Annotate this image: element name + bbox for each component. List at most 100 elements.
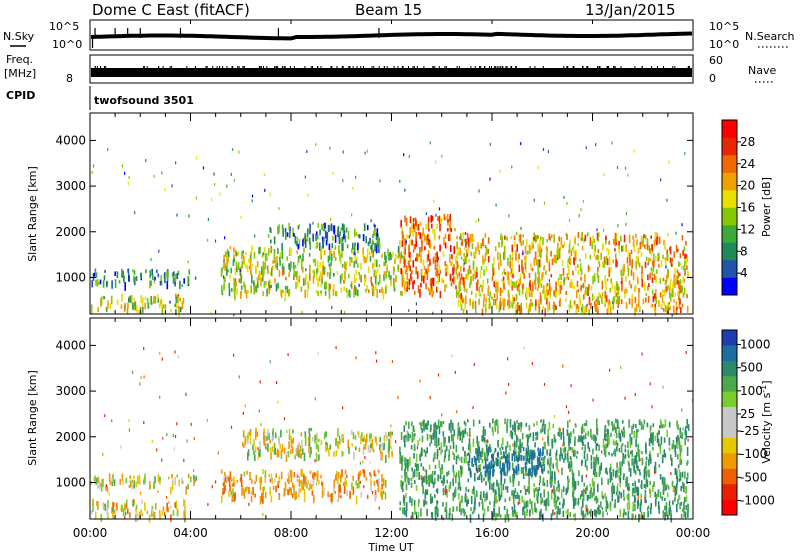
echo-cell <box>649 490 652 498</box>
echo-cell <box>508 455 510 463</box>
echo-cell <box>264 188 266 192</box>
echo-cell <box>661 477 664 485</box>
echo-cell <box>578 214 580 218</box>
echo-cell <box>570 467 572 471</box>
echo-cell <box>194 276 197 280</box>
echo-cell <box>447 220 449 226</box>
echo-cell <box>547 428 549 438</box>
echo-cell <box>606 247 608 252</box>
echo-cell <box>283 266 285 275</box>
echo-cell <box>661 496 664 501</box>
echo-cell <box>491 512 494 521</box>
echo-cell <box>592 491 595 497</box>
echo-cell <box>555 255 557 264</box>
echo-cell <box>293 491 295 498</box>
echo-cell <box>418 471 420 480</box>
echo-cell <box>142 297 144 306</box>
echo-cell <box>562 427 565 436</box>
echo-cell <box>425 476 428 485</box>
echo-cell <box>431 215 434 222</box>
echo-cell <box>511 244 514 252</box>
echo-cell <box>413 433 416 437</box>
echo-cell <box>510 430 512 435</box>
echo-cell <box>562 244 564 248</box>
echo-cell <box>223 286 225 291</box>
echo-cell <box>652 295 655 303</box>
power-scale-tick: 16 <box>740 201 755 215</box>
echo-cell <box>676 306 678 310</box>
echo-cell <box>484 429 486 437</box>
echo-cell <box>493 450 496 454</box>
echo-cell <box>369 251 371 255</box>
echo-cell <box>333 283 335 289</box>
echo-cell <box>664 419 667 428</box>
echo-cell <box>296 448 299 456</box>
echo-cell <box>412 230 414 237</box>
echo-cell <box>556 249 558 257</box>
echo-cell <box>100 485 103 492</box>
echo-cell <box>336 476 339 485</box>
echo-cell <box>252 280 255 286</box>
echo-cell <box>472 273 474 281</box>
echo-cell <box>600 462 603 471</box>
echo-cell <box>465 288 468 294</box>
echo-cell <box>572 488 574 492</box>
echo-cell <box>224 251 227 258</box>
echo-cell <box>270 452 272 460</box>
echo-cell <box>395 440 397 444</box>
echo-cell <box>435 430 438 439</box>
echo-cell <box>374 494 376 502</box>
echo-cell <box>609 467 611 474</box>
echo-cell <box>270 473 273 479</box>
echo-cell <box>289 247 291 256</box>
echo-cell <box>419 232 422 239</box>
echo-cell <box>634 503 636 511</box>
echo-cell <box>478 450 480 456</box>
echo-cell <box>352 432 355 440</box>
echo-cell <box>223 254 225 261</box>
echo-cell <box>370 245 372 250</box>
echo-cell <box>625 275 627 282</box>
echo-cell <box>102 502 105 510</box>
echo-cell <box>223 477 225 481</box>
echo-cell <box>308 487 310 491</box>
echo-cell <box>315 143 317 147</box>
echo-cell <box>523 455 525 461</box>
echo-cell <box>325 444 327 453</box>
echo-cell <box>567 481 569 491</box>
echo-cell <box>449 445 452 450</box>
echo-cell <box>290 261 292 269</box>
echo-cell <box>485 493 487 501</box>
echo-cell <box>394 257 397 261</box>
echo-cell <box>304 175 306 179</box>
echo-cell <box>290 436 292 442</box>
echo-cell <box>517 437 519 442</box>
echo-cell <box>576 290 578 299</box>
echo-cell <box>507 513 510 522</box>
echo-cell <box>628 419 630 428</box>
echo-cell <box>289 226 291 234</box>
echo-cell <box>519 490 522 494</box>
echo-cell <box>357 473 360 482</box>
echo-cell <box>623 430 626 438</box>
echo-cell <box>681 471 684 478</box>
echo-cell <box>637 496 639 500</box>
echo-cell <box>569 300 572 308</box>
echo-cell <box>664 483 667 492</box>
echo-cell <box>404 468 406 476</box>
echo-cell <box>181 301 184 310</box>
echo-cell <box>114 279 117 288</box>
echo-cell <box>586 232 589 237</box>
echo-cell <box>376 289 378 298</box>
echo-cell <box>462 429 464 439</box>
echo-cell <box>545 502 547 511</box>
echo-cell <box>520 423 522 433</box>
echo-cell <box>415 238 417 247</box>
echo-cell <box>508 293 510 301</box>
echo-cell <box>95 272 98 278</box>
echo-cell <box>251 194 254 198</box>
echo-cell <box>423 233 426 242</box>
echo-cell <box>616 462 618 469</box>
echo-cell <box>182 298 185 304</box>
echo-cell <box>442 502 444 507</box>
